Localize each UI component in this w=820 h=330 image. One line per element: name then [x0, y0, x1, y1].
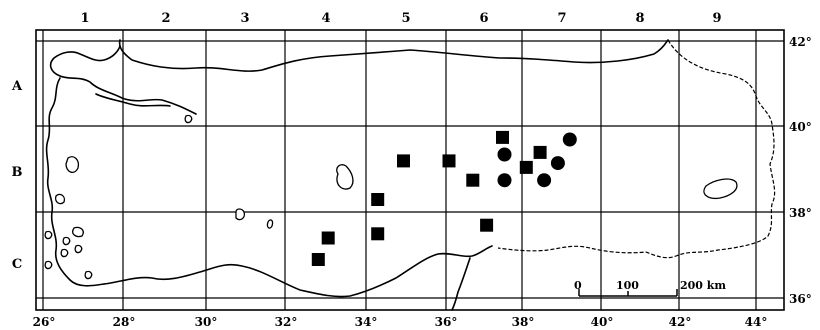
longitude-label: 30° — [195, 315, 218, 329]
row-labels: A B C — [11, 79, 23, 272]
circle-marker — [497, 173, 512, 188]
latitude-label: 36° — [789, 292, 812, 306]
circle-marker — [497, 147, 512, 162]
square-marker — [533, 145, 547, 159]
longitude-labels: 26° 28° 30° 32° 34° 36° 38° 40° 42° 44° — [33, 315, 768, 329]
longitude-label: 32° — [275, 315, 298, 329]
square-marker — [321, 231, 335, 245]
coastline — [45, 39, 776, 311]
longitude-label: 26° — [33, 315, 56, 329]
column-label: 7 — [557, 11, 566, 26]
square-marker — [311, 253, 325, 266]
square-marker — [371, 193, 385, 206]
scale-bar: 0 100 200 km — [574, 279, 726, 297]
row-label: B — [12, 165, 23, 180]
column-label: 1 — [80, 11, 89, 26]
lakes — [44, 114, 738, 280]
latitude-label: 40° — [789, 120, 812, 134]
square-marker — [442, 154, 456, 168]
column-label: 9 — [712, 11, 721, 26]
column-label: 6 — [479, 11, 488, 26]
circle-marker — [550, 156, 565, 171]
longitude-label: 28° — [113, 315, 136, 329]
square-marker — [466, 173, 480, 187]
scale-label-100: 100 — [616, 279, 639, 292]
column-label: 8 — [635, 11, 644, 26]
longitude-label: 38° — [512, 315, 535, 329]
markers — [311, 130, 577, 266]
column-labels: 1 2 3 4 5 6 7 8 9 — [80, 11, 721, 26]
square-marker — [480, 218, 494, 232]
longitude-label: 42° — [669, 315, 692, 329]
longitude-label: 34° — [355, 315, 378, 329]
scale-label-zero: 0 — [574, 279, 582, 292]
row-label: C — [12, 257, 22, 272]
square-marker — [397, 154, 410, 168]
longitude-label: 40° — [591, 315, 614, 329]
latitude-labels: 42° 40° 38° 36° — [789, 35, 812, 306]
circle-marker — [562, 132, 577, 147]
circle-marker — [537, 173, 552, 188]
square-marker — [371, 227, 385, 241]
grid-lines — [36, 30, 784, 310]
column-label: 3 — [240, 11, 249, 26]
longitude-label: 36° — [435, 315, 458, 329]
longitude-label: 44° — [745, 315, 768, 329]
latitude-label: 38° — [789, 206, 812, 220]
column-label: 4 — [321, 11, 330, 26]
square-marker — [496, 130, 509, 144]
column-label: 5 — [401, 11, 410, 26]
latitude-label: 42° — [789, 35, 812, 49]
map-frame — [35, 29, 785, 311]
scale-label-200-km: 200 km — [680, 279, 726, 292]
square-marker — [519, 160, 533, 174]
row-label: A — [11, 79, 23, 94]
column-label: 2 — [161, 11, 170, 26]
